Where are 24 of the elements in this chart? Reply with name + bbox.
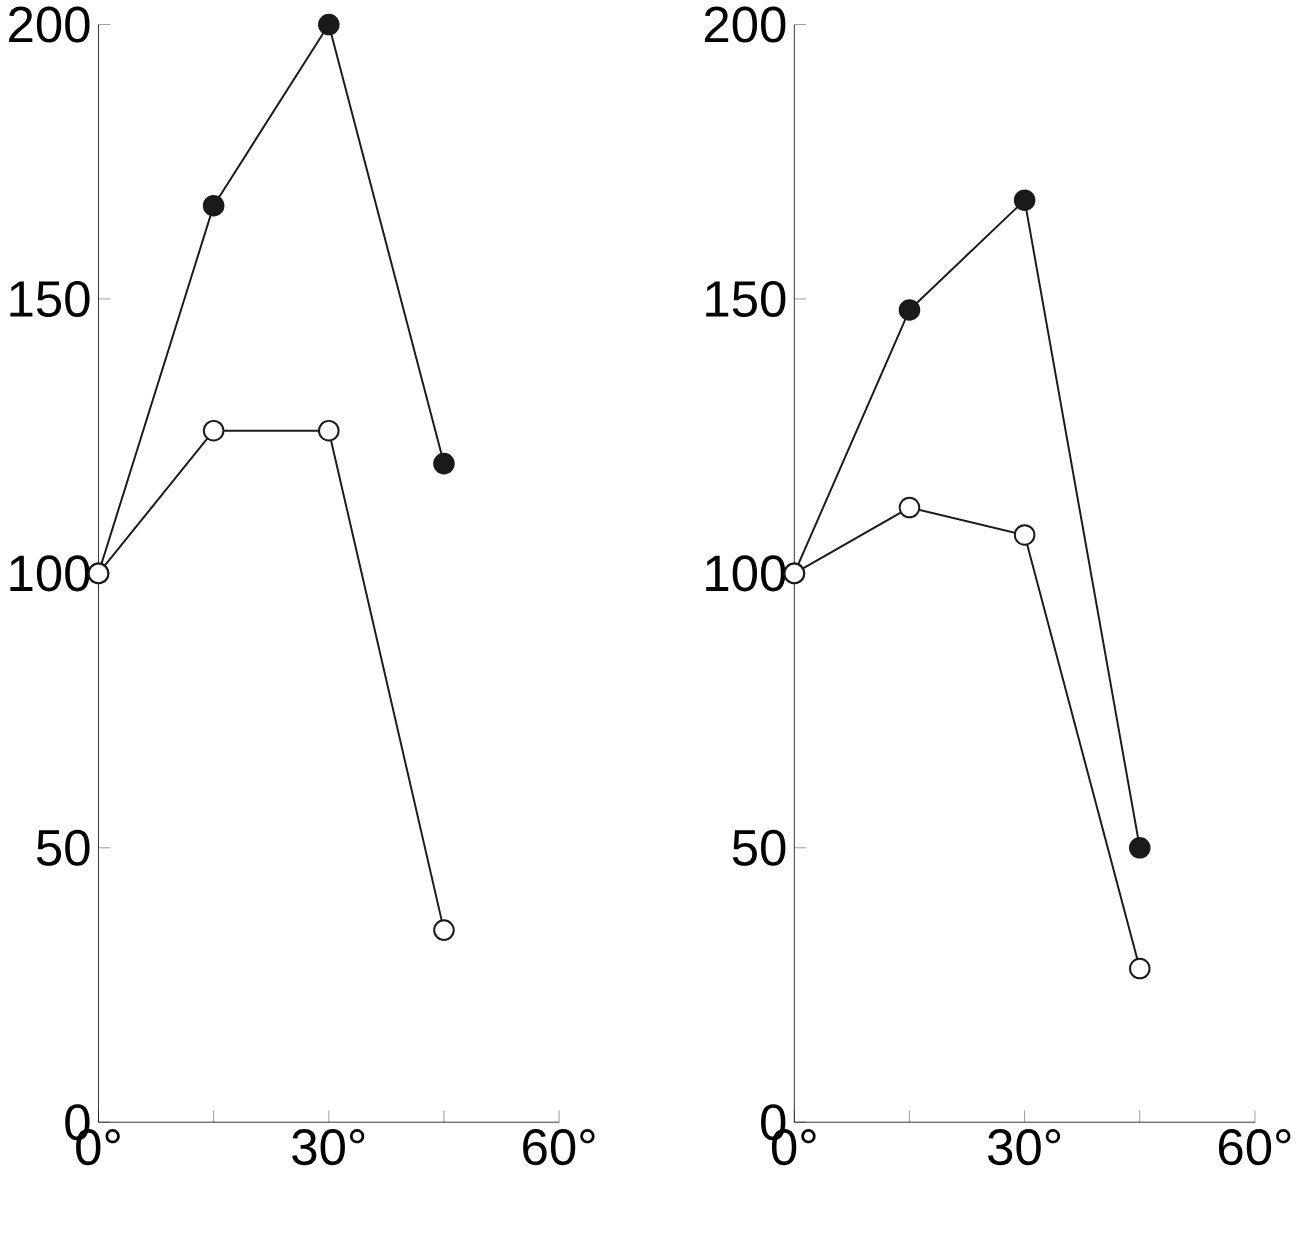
point	[318, 13, 340, 36]
point	[1013, 189, 1036, 212]
point	[1013, 524, 1036, 546]
x-tick-label: 60°	[523, 1129, 595, 1166]
point	[202, 420, 225, 442]
y-tick-label: 200	[704, 6, 786, 43]
y-tick-label: 100	[10, 555, 90, 592]
point	[318, 420, 340, 442]
point	[1129, 837, 1151, 859]
y-tick-label: 50	[36, 829, 90, 866]
y-tick-label: 50	[732, 829, 786, 866]
y-tick-label: 100	[706, 555, 786, 592]
x-tick-label: 60°	[1218, 1129, 1291, 1166]
point	[1129, 957, 1151, 980]
y-tick-label: 200	[9, 6, 90, 43]
point	[433, 452, 455, 475]
y-tick-label: 150	[10, 281, 90, 318]
x-tick-label: 30°	[292, 1129, 365, 1166]
x-tick-label: 30°	[988, 1129, 1061, 1166]
point	[898, 496, 921, 519]
point	[433, 919, 455, 941]
point	[898, 299, 921, 321]
point	[202, 194, 225, 217]
y-tick-label: 150	[706, 281, 786, 318]
